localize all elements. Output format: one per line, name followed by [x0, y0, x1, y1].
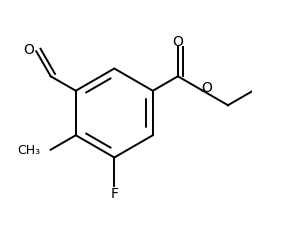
Text: O: O	[23, 43, 34, 57]
Text: F: F	[110, 186, 118, 200]
Text: O: O	[172, 35, 183, 49]
Text: O: O	[201, 81, 212, 95]
Text: CH₃: CH₃	[17, 143, 41, 156]
